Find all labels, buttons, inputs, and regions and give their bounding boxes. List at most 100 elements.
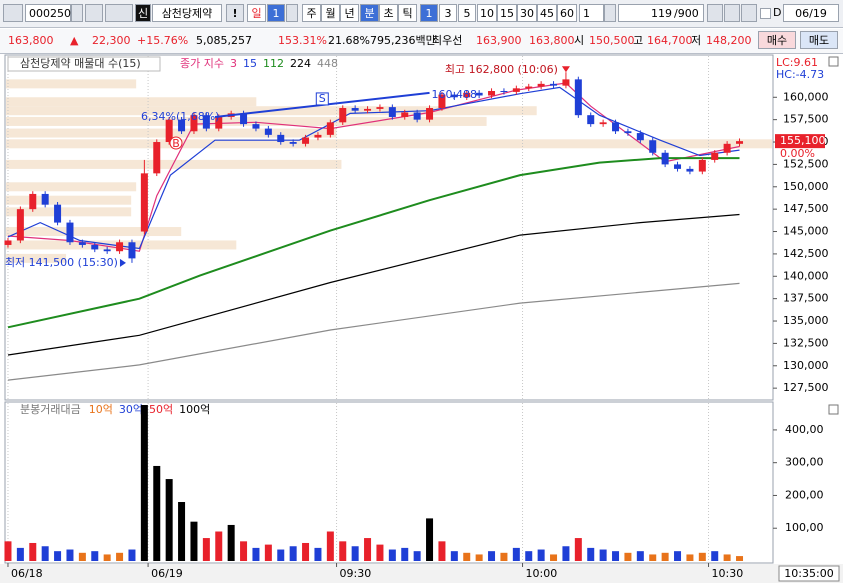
interval-button[interactable]: 10 <box>477 4 497 22</box>
legend-entry: 30억 <box>119 403 143 416</box>
candle-body <box>153 142 161 174</box>
dropdown[interactable] <box>286 4 298 22</box>
turnover: 21.68% <box>328 34 370 47</box>
candle-body <box>252 124 260 129</box>
trend-marker: S <box>319 92 326 105</box>
period-button[interactable]: 년 <box>340 4 359 22</box>
volume-bar <box>103 554 111 561</box>
interval-input[interactable]: 1 <box>579 4 604 22</box>
volume-bar <box>488 551 496 561</box>
candle-body <box>562 79 570 86</box>
volume-bar <box>29 542 37 561</box>
interval-button[interactable]: 5 <box>458 4 476 22</box>
legend-entry: 224 <box>290 57 311 70</box>
volume-bar <box>426 518 434 561</box>
interval-button[interactable]: 1 <box>420 4 438 22</box>
interval-button[interactable]: 45 <box>537 4 557 22</box>
chart-title: 삼천당제약 매물대 수(15) <box>20 56 141 70</box>
candle-body <box>488 91 496 96</box>
volume-bar <box>500 552 508 561</box>
search-icon[interactable] <box>85 4 103 22</box>
pane-button[interactable] <box>828 56 839 67</box>
count-max: /900 <box>674 4 704 22</box>
count-input[interactable]: 119 <box>618 4 674 22</box>
hc-label: HC:-4.73 <box>776 68 824 81</box>
volume-bar <box>339 541 347 561</box>
legend-entry: 100억 <box>179 403 210 416</box>
volume-bar <box>252 547 260 561</box>
candle-body <box>674 164 682 169</box>
volume-profile-bar <box>6 182 137 192</box>
open: 150,500 <box>589 34 635 47</box>
volume-profile-bar <box>6 79 137 89</box>
tool-icon[interactable] <box>741 4 757 22</box>
candle-body <box>78 242 86 245</box>
volume-bar <box>736 556 744 561</box>
dropdown[interactable] <box>604 4 616 22</box>
lc-label: LC:9.61 <box>776 56 818 69</box>
interval-button[interactable]: 60 <box>557 4 577 22</box>
y-tick-label: 135,000 <box>783 314 829 327</box>
candle-body <box>624 131 632 134</box>
volume-bar <box>661 552 669 561</box>
period-button[interactable]: 주 <box>302 4 321 22</box>
interval-button[interactable]: 15 <box>497 4 517 22</box>
x-tick-label: 09:30 <box>340 567 372 580</box>
candle-body <box>587 115 595 125</box>
candle-body <box>190 115 198 132</box>
interval-button[interactable]: 30 <box>517 4 537 22</box>
interval-button[interactable]: 3 <box>439 4 457 22</box>
direction: ▲ <box>70 34 79 47</box>
alert-button[interactable]: ! <box>226 4 244 22</box>
sound-icon[interactable] <box>105 4 133 22</box>
y-tick-label: 137,500 <box>783 292 829 305</box>
candle-body <box>289 142 297 144</box>
change-pct: +15.76% <box>137 34 189 47</box>
dropdown[interactable] <box>71 4 83 22</box>
volume-bar <box>574 538 582 561</box>
change: 22,300 <box>92 34 131 47</box>
volume-bar <box>649 554 657 561</box>
volume-bar <box>711 551 719 561</box>
buy-marker-circle <box>169 136 183 150</box>
volume-profile-bar <box>6 195 132 205</box>
cursor-time-box <box>778 565 840 582</box>
period-count[interactable]: 1 <box>267 4 285 22</box>
volume-bar <box>78 552 86 561</box>
period-button[interactable]: 틱 <box>398 4 417 22</box>
period-button[interactable]: 초 <box>379 4 398 22</box>
date-input[interactable]: 06/19 <box>783 4 839 22</box>
candle-body <box>314 134 322 138</box>
menu-icon[interactable] <box>3 4 23 22</box>
volume-bar <box>612 551 620 561</box>
legend-entry: 448 <box>317 57 338 70</box>
buy-button[interactable]: 매수 <box>758 31 796 49</box>
tool-icon[interactable] <box>724 4 740 22</box>
candle-body <box>264 128 272 135</box>
period-button[interactable]: 분 <box>360 4 379 22</box>
volume-bar <box>202 538 210 561</box>
candle-body <box>29 193 37 210</box>
candle-body <box>4 240 12 245</box>
period-day[interactable]: 일 <box>247 4 266 22</box>
checkbox[interactable] <box>760 8 771 19</box>
code-input[interactable]: 000250 <box>25 4 71 22</box>
volume-profile-bar <box>6 253 67 263</box>
candle-body <box>438 94 446 109</box>
best-label: 최우선 <box>432 34 463 47</box>
y-tick-label: 142,500 <box>783 247 829 260</box>
candle-body <box>413 112 421 120</box>
candle-body <box>612 122 620 132</box>
period-button[interactable]: 월 <box>321 4 340 22</box>
volume-bar <box>364 538 372 561</box>
volume-bar <box>4 541 12 561</box>
open-label: 시 <box>574 34 585 47</box>
tool-icon[interactable] <box>707 4 723 22</box>
candle-body <box>723 143 731 153</box>
sell-button[interactable]: 매도 <box>800 31 838 49</box>
buy-marker: B <box>172 137 180 150</box>
volume-bar <box>537 549 545 561</box>
candle-body <box>512 88 520 92</box>
x-tick-label: 10:30 <box>712 567 744 580</box>
pane-button[interactable] <box>828 404 839 415</box>
